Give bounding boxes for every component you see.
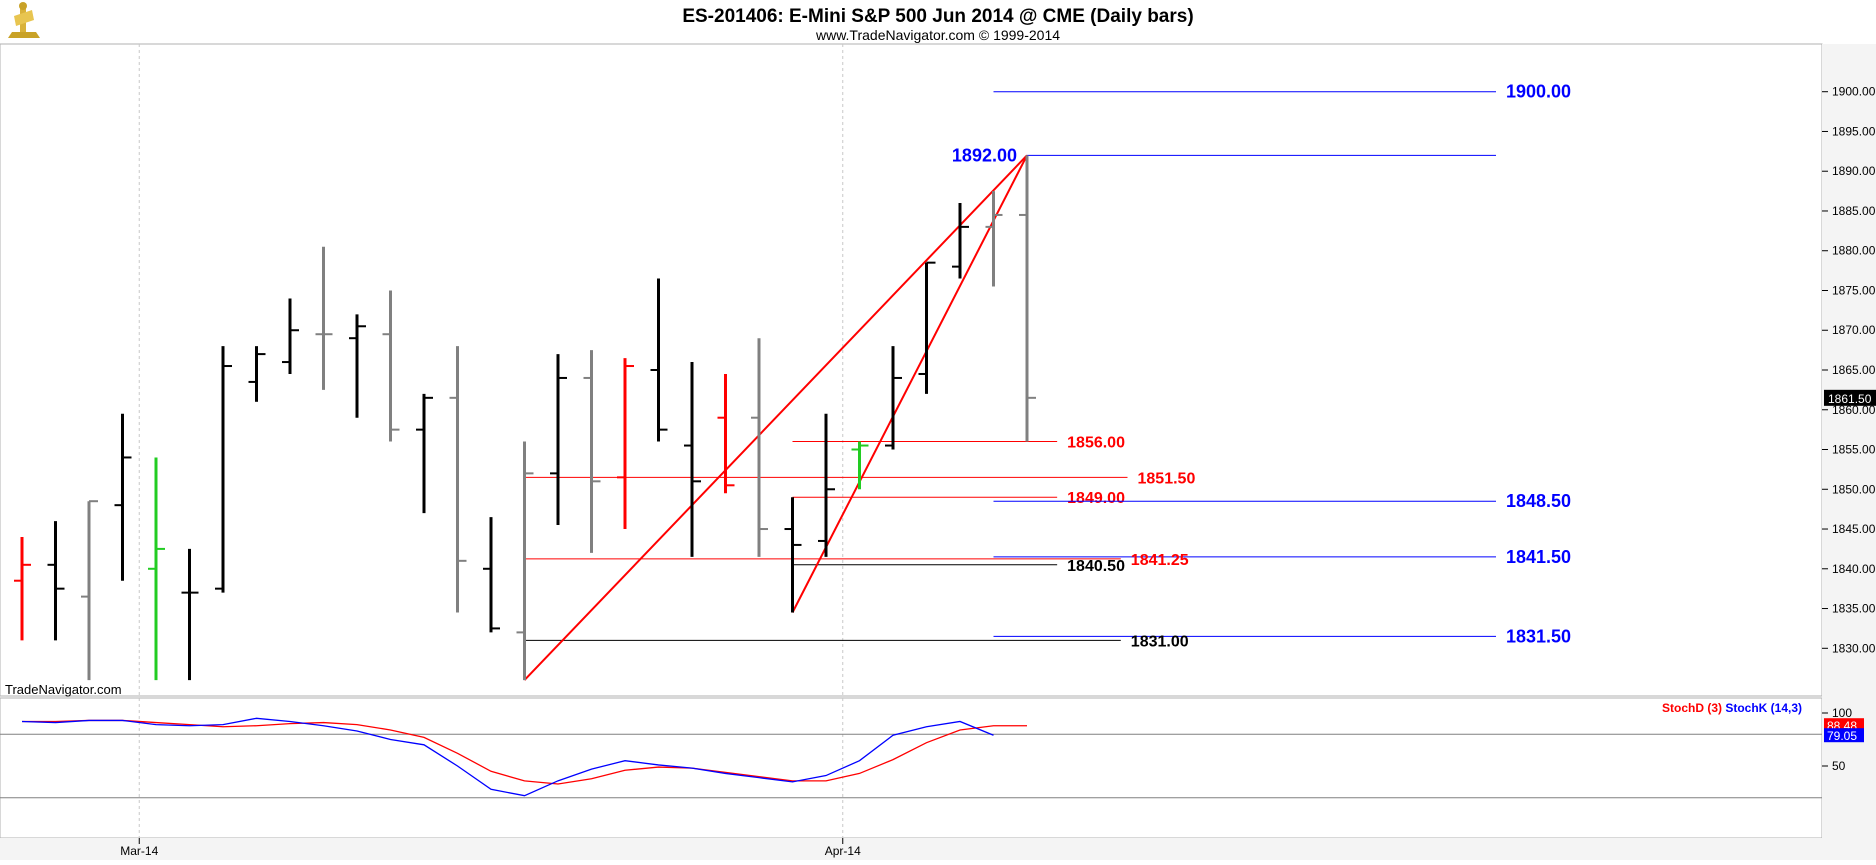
ohlc-bar <box>416 393 433 514</box>
ohlc-bar <box>617 358 634 530</box>
level-lines: 1900.00 1892.00 1856.00 1851.50 1849.00 1848.… <box>524 82 1571 650</box>
price-tick-label: 1850.00 <box>1832 482 1876 496</box>
stoch-last-label-blue: 79.05 <box>1827 729 1857 743</box>
ohlc-bar <box>248 346 266 402</box>
ohlc-bar <box>918 261 936 394</box>
ohlc-bar <box>148 457 165 681</box>
ohlc-bar <box>14 536 31 641</box>
price-tick-label: 1865.00 <box>1832 363 1876 377</box>
trendline-2 <box>791 154 1028 613</box>
ohlc-bar <box>818 413 835 557</box>
ohlc-bar <box>985 191 1003 287</box>
price-tick-label: 1900.00 <box>1832 85 1876 99</box>
ohlc-bar <box>382 290 400 442</box>
level-label-1840-50: 1840.50 <box>1067 558 1125 575</box>
level-label-1851-50: 1851.50 <box>1138 470 1196 487</box>
price-tick-label: 1860.00 <box>1832 403 1876 417</box>
ohlc-bar <box>114 413 132 581</box>
ohlc-bar <box>47 521 65 641</box>
price-tick-label: 1885.00 <box>1832 204 1876 218</box>
time-axis: Mar-14 Apr-14 <box>120 838 861 858</box>
price-tick-label: 1870.00 <box>1832 323 1876 337</box>
stoch-legend-red: StochD (3) <box>1662 701 1722 715</box>
ohlc-bar <box>215 346 232 593</box>
ohlc-bar <box>282 298 299 374</box>
trendline-1 <box>523 154 1028 681</box>
ohlc-bar <box>851 441 869 490</box>
price-tick-label: 1875.00 <box>1832 283 1876 297</box>
price-tick-label: 1895.00 <box>1832 124 1876 138</box>
price-tick-label: 1840.00 <box>1832 562 1876 576</box>
last-price-label: 1861.50 <box>1828 392 1872 406</box>
ohlc-bar <box>650 278 668 442</box>
level-label-1900-00: 1900.00 <box>1506 82 1571 102</box>
stoch-tick-label: 100 <box>1832 706 1852 720</box>
time-tick-label: Apr-14 <box>825 844 861 858</box>
level-label-1831-00: 1831.00 <box>1131 633 1189 650</box>
level-label-1831-50: 1831.50 <box>1506 626 1571 646</box>
ohlc-bar <box>550 354 567 526</box>
grid-layer <box>138 44 844 838</box>
stoch-series-red <box>22 719 1027 785</box>
ohlc-bar <box>181 548 199 681</box>
trendlines <box>523 154 1028 681</box>
stoch-tick-label: 50 <box>1832 759 1846 773</box>
stoch-legend-blue: StochK (14,3) <box>1725 701 1802 715</box>
ohlc-bar <box>717 373 735 494</box>
price-tick-label: 1835.00 <box>1832 602 1876 616</box>
ohlc-bar <box>449 346 467 613</box>
ohlc-bar <box>315 246 333 390</box>
level-label-1856-00: 1856.00 <box>1067 435 1125 452</box>
ohlc-bar <box>885 346 902 450</box>
price-tick-label: 1880.00 <box>1832 244 1876 258</box>
price-axis: 1830.00 1835.00 1840.00 1845.00 1850.00 1855.… <box>1822 85 1876 655</box>
ohlc-bar <box>349 314 366 418</box>
level-label-1892-00: 1892.00 <box>952 145 1017 165</box>
ohlc-bar <box>952 203 969 279</box>
ohlc-bar <box>516 441 534 681</box>
stoch-last-box-blue <box>1824 728 1864 743</box>
ohlc-bar <box>1019 155 1036 442</box>
indicator-plot-area <box>0 697 1823 839</box>
time-axis-panel <box>0 838 1876 860</box>
chart-title: ES-201406: E-Mini S&P 500 Jun 2014 @ CME… <box>682 6 1193 27</box>
price-tick-label: 1845.00 <box>1832 522 1876 536</box>
price-tick-label: 1890.00 <box>1832 164 1876 178</box>
level-label-1841-50: 1841.50 <box>1506 547 1571 567</box>
price-bars <box>14 155 1036 681</box>
header-strip <box>0 0 1876 44</box>
tradenavigator-logo-icon <box>8 2 40 38</box>
last-price-box <box>1824 389 1876 406</box>
level-label-1848-50: 1848.50 <box>1506 491 1571 511</box>
chart-subtitle: www.TradeNavigator.com © 1999-2014 <box>815 27 1060 43</box>
ohlc-bar <box>784 497 802 613</box>
main-plot-area <box>0 43 1823 697</box>
ohlc-bar <box>684 362 701 557</box>
time-tick-label: Mar-14 <box>120 844 158 858</box>
ohlc-bar <box>751 338 768 557</box>
stoch-series-blue <box>21 717 994 797</box>
ohlc-bar <box>583 350 601 553</box>
price-tick-label: 1830.00 <box>1832 641 1876 655</box>
watermark-label: TradeNavigator.com <box>5 682 122 697</box>
price-tick-label: 1855.00 <box>1832 443 1876 457</box>
level-label-1841-25: 1841.25 <box>1131 552 1189 569</box>
price-axis-panel <box>1822 44 1876 838</box>
level-label-1849-00: 1849.00 <box>1067 490 1125 507</box>
ohlc-bar <box>81 500 98 681</box>
ohlc-bar <box>483 517 500 633</box>
